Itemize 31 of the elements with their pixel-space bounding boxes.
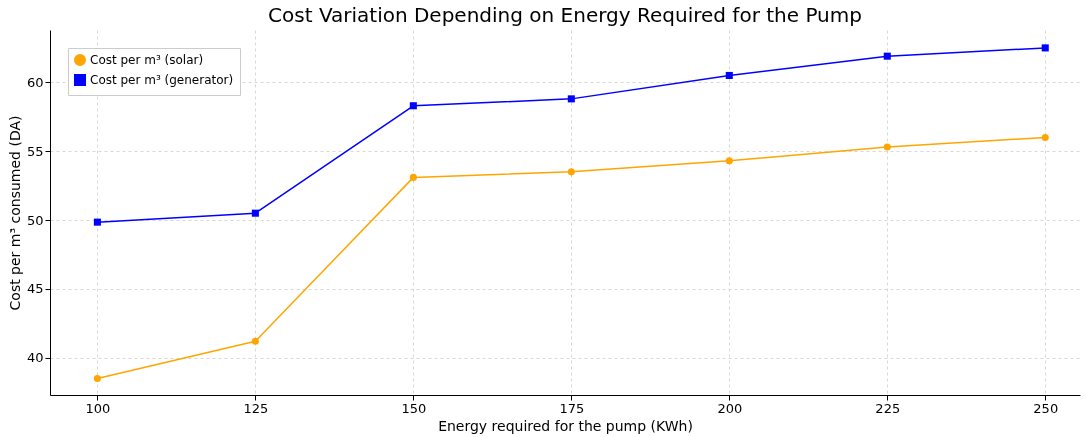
point [251,209,259,217]
point [883,143,891,151]
y-tick-label: 60 [26,74,44,90]
point [93,218,101,226]
x-tick-label: 100 [85,400,111,416]
point [567,95,575,103]
point [409,102,417,110]
point [409,173,417,181]
x-axis-title: Energy required for the pump (KWh) [438,417,693,434]
point [1041,133,1049,141]
point [251,337,259,345]
y-tick-label: 50 [26,212,44,228]
chart-title: Cost Variation Depending on Energy Required for the Pump [268,3,862,27]
x-tick-label: 175 [559,400,585,416]
point [725,157,733,165]
point [883,52,891,60]
point [93,374,101,382]
x-tick-label: 250 [1033,400,1059,416]
x-tick-label: 150 [401,400,427,416]
legend-label: Cost per m³ (solar) [90,53,204,67]
point [567,168,575,176]
x-tick-label: 125 [243,400,269,416]
point [725,71,733,79]
point [1041,44,1049,52]
y-tick-label: 45 [26,281,44,297]
y-axis-title: Cost per m³ consumed (DA) [6,115,23,311]
legend-label: Cost per m³ (generator) [90,73,234,87]
x-tick-label: 200 [717,400,743,416]
x-tick-label: 225 [875,400,901,416]
y-tick-label: 55 [26,143,44,159]
y-tick-label: 40 [26,350,44,366]
